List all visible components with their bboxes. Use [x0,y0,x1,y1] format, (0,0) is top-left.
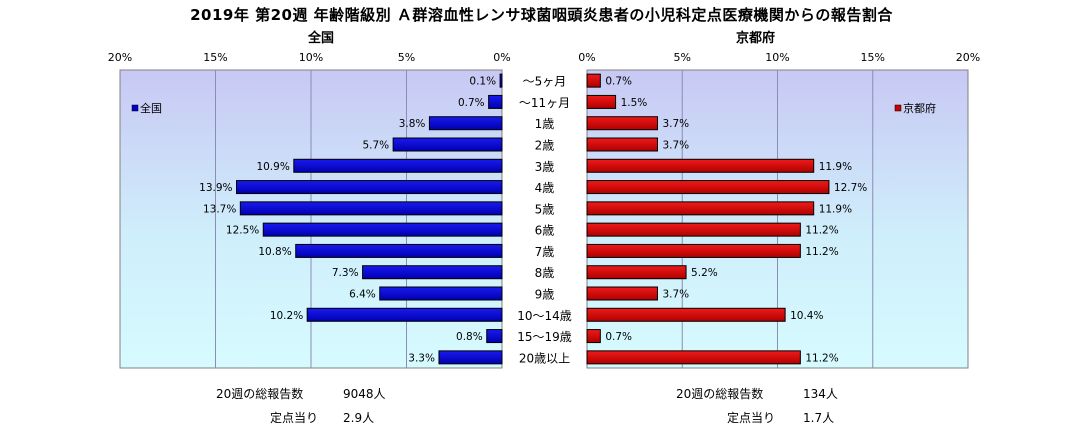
right-bar [586,222,801,237]
right-legend-label: 京都府 [903,101,936,115]
chart-title: 2019年 第20週 年齢階級別 Ａ群溶血性レンサ球菌咽頭炎患者の小児科定点医療… [190,6,893,24]
left-legend-label: 全国 [140,101,162,115]
category-label: 4歳 [535,181,555,195]
left-legend-swatch [131,104,139,112]
left-data-label: 12.5% [226,225,259,237]
right-total-value: 134人 [803,387,838,401]
right-bar [586,329,601,344]
right-data-label: 11.2% [805,352,838,364]
right-data-label: 11.9% [819,203,852,215]
left-data-label: 5.7% [362,140,389,152]
category-label: ～5ヶ月 [523,75,567,89]
right-data-label: 3.7% [662,140,689,152]
left-bar [293,158,503,173]
right-bar [586,286,658,301]
right-data-label: 11.9% [819,161,852,173]
left-bar [392,137,503,152]
right-data-label: 12.7% [834,182,867,194]
left-total-value: 9048人 [343,387,386,401]
left-bar [428,116,503,131]
left-per-label: 定点当り [270,411,319,425]
right-data-label: 11.2% [805,225,838,237]
left-bar [262,222,503,237]
right-bar [586,94,617,109]
left-data-label: 3.8% [399,118,426,130]
right-bar [586,243,801,258]
left-tick-label: 20% [108,51,132,64]
right-data-label: 0.7% [605,331,632,343]
left-bar [499,73,503,88]
category-label: 15～19歳 [517,330,572,344]
category-label: ～11ヶ月 [519,96,570,110]
right-data-label: 5.2% [691,267,718,279]
right-bar [586,116,658,131]
right-data-label: 11.2% [805,246,838,258]
category-label: 20歳以上 [519,351,570,365]
right-bar [586,137,658,152]
left-bar [306,307,503,322]
left-bar [379,286,503,301]
left-tick-label: 10% [299,51,323,64]
right-bar [586,201,815,216]
right-tick-label: 5% [674,51,691,64]
right-tick-label: 10% [765,51,789,64]
category-label: 5歳 [535,202,555,216]
right-data-label: 3.7% [662,289,689,301]
right-tick-label: 15% [861,51,885,64]
left-data-label: 0.1% [469,76,496,88]
category-label: 3歳 [535,160,555,174]
right-per-label: 定点当り [727,411,776,425]
left-per-value: 2.9人 [343,411,375,425]
left-data-label: 6.4% [349,289,376,301]
right-total-label: 20週の総報告数 [676,387,764,401]
left-data-label: 13.7% [203,203,236,215]
left-bar [438,350,503,365]
left-tick-label: 5% [398,51,415,64]
right-bar [586,350,801,365]
left-data-label: 10.2% [270,310,303,322]
right-bar [586,180,830,195]
right-data-label: 0.7% [605,76,632,88]
left-data-label: 10.8% [258,246,291,258]
category-label: 2歳 [535,139,555,153]
left-data-label: 7.3% [332,267,359,279]
right-tick-label: 0% [578,51,595,64]
right-data-label: 3.7% [662,118,689,130]
category-label: 1歳 [535,117,555,131]
left-panel-title: 全国 [308,31,335,46]
right-bar [586,158,815,173]
right-data-label: 1.5% [621,97,648,109]
right-legend-swatch [894,104,902,112]
left-bar [236,180,503,195]
left-data-label: 0.7% [458,97,485,109]
right-panel-title: 京都府 [736,31,776,46]
right-bar [586,73,601,88]
left-bar [362,265,503,280]
left-data-label: 0.8% [456,331,483,343]
left-data-label: 3.3% [408,352,435,364]
right-tick-label: 20% [956,51,980,64]
category-label: 10～14歳 [517,309,572,323]
right-per-value: 1.7人 [803,411,835,425]
right-bar [586,265,687,280]
left-tick-label: 15% [203,51,227,64]
right-bar [586,307,786,322]
right-data-label: 10.4% [790,310,823,322]
left-data-label: 13.9% [199,182,232,194]
left-bar [295,243,503,258]
left-bar [488,94,503,109]
category-label: 9歳 [535,288,555,302]
category-label: 8歳 [535,266,555,280]
left-bar [486,329,503,344]
category-label: 7歳 [535,245,555,259]
left-data-label: 10.9% [256,161,289,173]
left-bar [239,201,503,216]
category-label: 6歳 [535,224,555,238]
left-tick-label: 0% [493,51,510,64]
left-total-label: 20週の総報告数 [216,387,304,401]
